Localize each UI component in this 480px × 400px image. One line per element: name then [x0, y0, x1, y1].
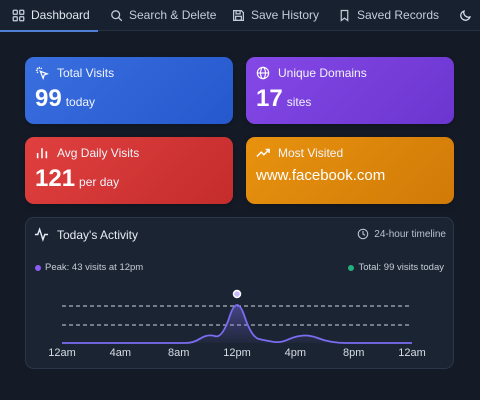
activity-chart: 12am 4am 8am 12pm 4pm 8pm 12am	[48, 289, 426, 359]
x-tick-label: 4pm	[285, 347, 306, 359]
total-visits-card: Total Visits 99 today	[25, 57, 233, 124]
unique-domains-unit: sites	[286, 95, 312, 109]
x-tick-label: 8am	[168, 347, 189, 359]
unique-domains-value: 17	[256, 85, 283, 112]
globe-icon	[256, 66, 270, 80]
trending-up-icon	[256, 148, 270, 157]
unique-domains-label: Unique Domains	[278, 66, 367, 80]
peak-legend-dot	[35, 264, 41, 271]
total-label: Total: 99 visits today	[358, 262, 444, 273]
tab-search-delete-label: Search & Delete	[129, 8, 217, 22]
activity-panel: Today's Activity 24-hour timeline Peak: …	[25, 217, 454, 369]
tab-dashboard[interactable]: Dashboard	[0, 0, 98, 32]
clock-icon	[357, 228, 369, 240]
peak-marker	[232, 289, 242, 299]
save-disk-icon	[233, 9, 244, 21]
tab-saved-records[interactable]: Saved Records	[326, 0, 440, 31]
moon-icon	[459, 9, 471, 21]
total-visits-label: Total Visits	[57, 66, 115, 80]
x-tick-label: 12am	[48, 347, 76, 359]
peak-label: Peak: 43 visits at 12pm	[45, 262, 144, 273]
total-legend-dot	[348, 264, 355, 271]
avg-daily-visits-label: Avg Daily Visits	[57, 146, 140, 160]
avg-daily-visits-card: Avg Daily Visits 121 per day	[25, 137, 233, 204]
avg-daily-visits-unit: per day	[79, 175, 120, 189]
top-nav: Dashboard Search & Delete Save History S…	[0, 0, 480, 32]
unique-domains-card: Unique Domains 17 sites	[246, 57, 454, 124]
x-tick-label: 4am	[110, 347, 131, 359]
tab-save-history-label: Save History	[251, 8, 320, 22]
bookmark-icon	[340, 9, 349, 22]
tab-saved-records-label: Saved Records	[357, 8, 440, 22]
theme-toggle-button[interactable]	[450, 0, 480, 31]
tab-search-delete[interactable]: Search & Delete	[98, 0, 220, 31]
tab-dashboard-label: Dashboard	[31, 8, 90, 22]
timeline-label: 24-hour timeline	[374, 228, 446, 240]
most-visited-value: www.facebook.com	[256, 167, 386, 184]
activity-title: Today's Activity	[57, 227, 138, 242]
activity-pulse-icon	[34, 227, 49, 242]
x-tick-label: 12pm	[223, 347, 251, 359]
total-visits-unit: today	[65, 95, 96, 109]
x-tick-label: 12am	[398, 347, 426, 359]
tab-save-history[interactable]: Save History	[220, 0, 326, 31]
bar-chart-icon	[36, 148, 48, 159]
dashboard-grid-icon	[12, 9, 25, 21]
activity-area	[62, 304, 412, 343]
total-visits-value: 99	[35, 85, 62, 112]
avg-daily-visits-value: 121	[35, 165, 76, 192]
most-visited-card: Most Visited www.facebook.com	[246, 137, 454, 204]
x-tick-label: 8pm	[343, 347, 364, 359]
activity-line	[61, 304, 412, 344]
cursor-click-icon	[35, 66, 49, 80]
most-visited-label: Most Visited	[278, 146, 344, 160]
search-icon	[111, 9, 123, 21]
